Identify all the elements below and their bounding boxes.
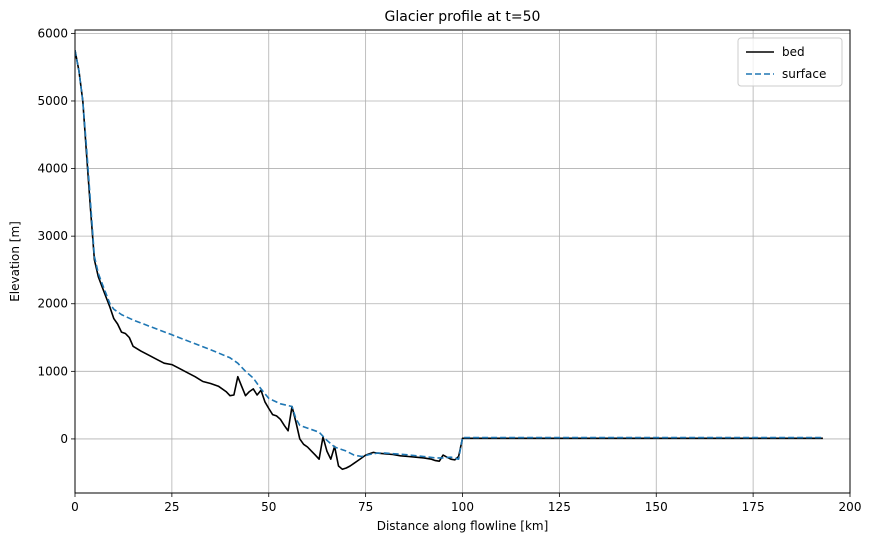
- y-tick-label: 0: [60, 432, 68, 446]
- y-tick-label: 4000: [37, 162, 68, 176]
- legend-label-surface: surface: [782, 67, 826, 81]
- series-line-bed: [75, 50, 823, 471]
- legend: bed surface: [737, 37, 843, 87]
- chart-title: Glacier profile at t=50: [385, 9, 541, 25]
- y-tick-label: 5000: [37, 94, 68, 108]
- x-axis-label: Distance along flowline [km]: [377, 519, 549, 533]
- y-axis-label: Elevation [m]: [8, 221, 22, 302]
- x-tick-label: 200: [839, 500, 862, 514]
- y-tick-label: 3000: [37, 229, 68, 243]
- y-tick-label: 1000: [37, 364, 68, 378]
- x-tick-label: 50: [261, 500, 276, 514]
- x-tick-label: 25: [164, 500, 179, 514]
- y-tick-label: 6000: [37, 26, 68, 40]
- series-layer: [75, 50, 823, 471]
- x-tick-label: 0: [71, 500, 79, 514]
- x-tick-label: 150: [645, 500, 668, 514]
- x-tick-label: 175: [742, 500, 765, 514]
- x-tick-label: 100: [451, 500, 474, 514]
- x-tick-label: 125: [548, 500, 571, 514]
- x-tick-label: 75: [358, 500, 373, 514]
- tick-layer: 0 25 50 75 100 125 150 175 200010002000300040005…: [37, 26, 861, 514]
- series-line-surface: [75, 50, 823, 461]
- y-tick-label: 2000: [37, 297, 68, 311]
- legend-label-bed: bed: [782, 45, 805, 59]
